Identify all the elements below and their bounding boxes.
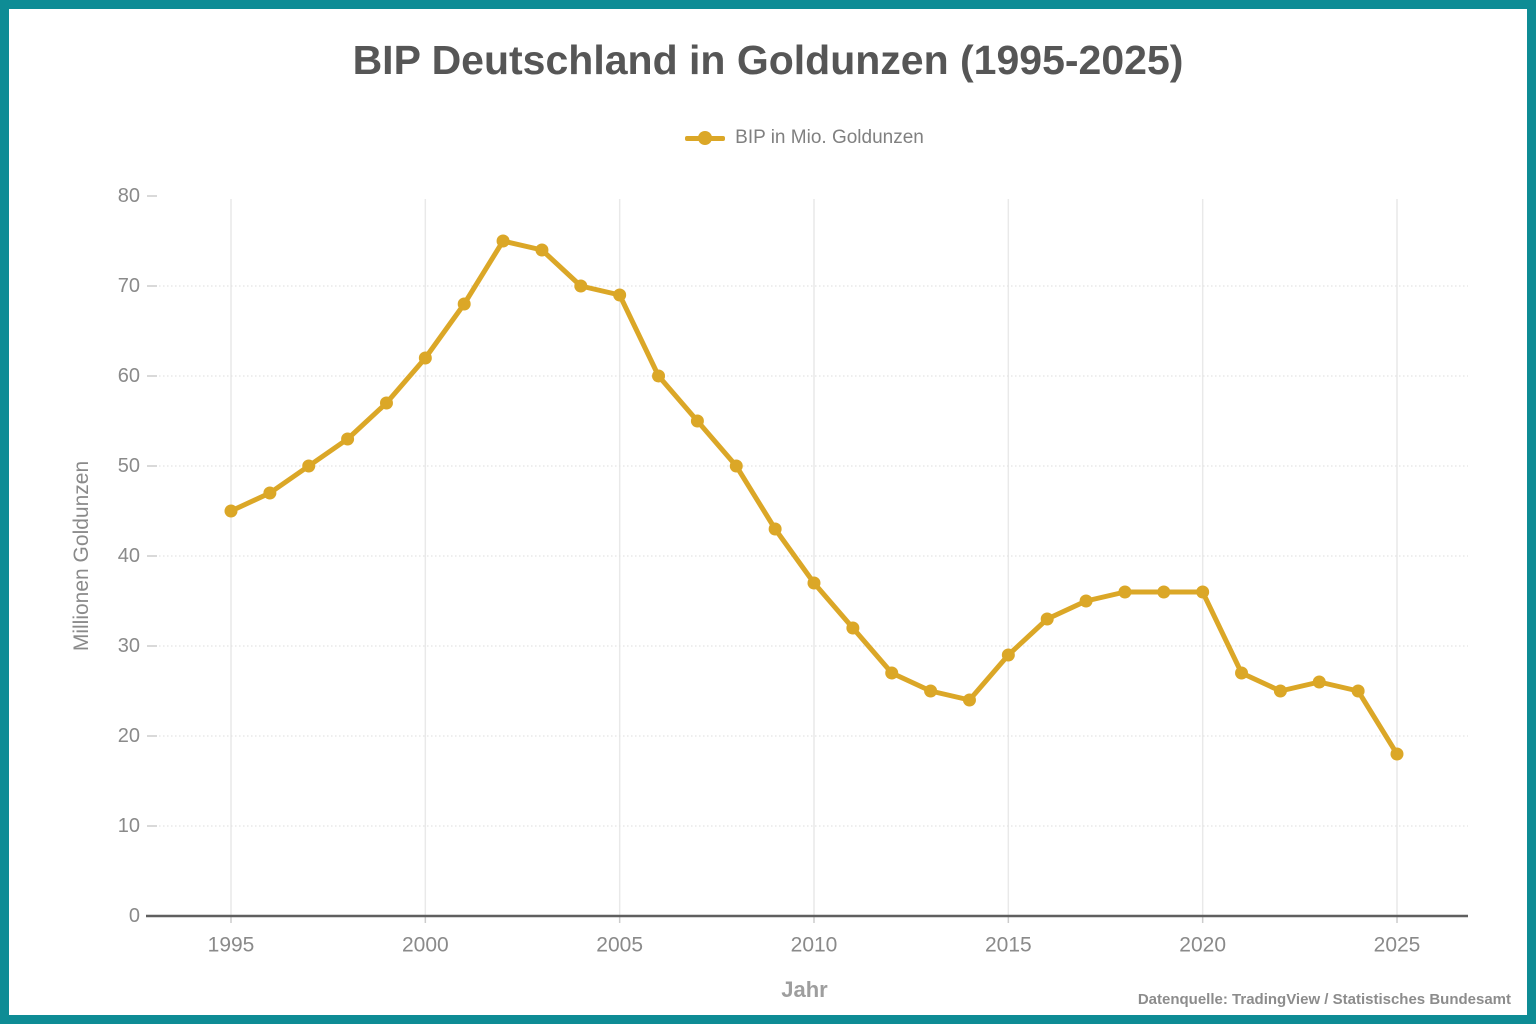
data-point — [1001, 648, 1015, 662]
x-tick-label: 2005 — [596, 934, 643, 957]
data-point — [379, 396, 393, 410]
data-point — [224, 504, 238, 518]
y-tick-label: 20 — [118, 725, 140, 747]
data-point — [962, 693, 976, 707]
data-point — [924, 684, 938, 698]
y-tick-label: 0 — [129, 905, 140, 927]
legend-label: BIP in Mio. Goldunzen — [735, 127, 924, 148]
data-point — [1196, 585, 1210, 599]
y-tick-label: 30 — [118, 635, 140, 657]
data-point — [768, 522, 782, 536]
data-point — [885, 666, 899, 680]
data-point — [690, 414, 704, 428]
data-point — [1118, 585, 1132, 599]
data-point — [1312, 675, 1326, 689]
y-axis-title: Millionen Goldunzen — [70, 460, 93, 652]
y-tick-label: 60 — [118, 365, 140, 387]
y-tick-label: 10 — [118, 815, 140, 837]
data-point — [807, 576, 821, 590]
data-point — [496, 234, 510, 248]
y-tick-label: 80 — [118, 185, 140, 207]
x-axis-title: Jahr — [781, 977, 828, 1002]
x-tick-label: 2010 — [791, 934, 838, 957]
data-point — [613, 288, 627, 302]
data-point — [1273, 684, 1287, 698]
data-point — [1390, 747, 1404, 761]
line-chart-plot: 1995 2000 2005 2010 2015 2020 2025 0 10 20 30 40 50 6… — [118, 185, 1468, 957]
x-tick-label: 2000 — [402, 934, 449, 957]
y-tick-label: 70 — [118, 275, 140, 297]
data-point — [652, 369, 666, 383]
data-point — [1235, 666, 1249, 680]
data-point — [457, 297, 471, 311]
x-tick-label: 2015 — [985, 934, 1032, 957]
data-point — [574, 279, 588, 293]
legend-line-marker-icon — [685, 131, 726, 145]
data-point — [846, 621, 860, 635]
legend: BIP in Mio. Goldunzen — [150, 127, 1459, 149]
data-source-note: Datenquelle: TradingView / Statistisches… — [1137, 991, 1511, 1008]
data-point — [729, 459, 743, 473]
legend-dot-icon — [698, 131, 713, 145]
data-point — [1079, 594, 1093, 608]
data-point — [1351, 684, 1365, 698]
data-point — [1040, 612, 1054, 626]
chart-title: BIP Deutschland in Goldunzen (1995-2025) — [352, 37, 1184, 83]
y-tick-label: 40 — [118, 545, 140, 567]
y-tick-label: 50 — [118, 455, 140, 477]
data-point — [263, 486, 277, 500]
data-point — [1157, 585, 1171, 599]
x-tick-label: 1995 — [208, 934, 255, 957]
x-tick-label: 2025 — [1374, 934, 1421, 957]
data-point — [418, 351, 432, 365]
data-point — [535, 243, 549, 257]
data-point — [302, 459, 316, 473]
data-point — [341, 432, 355, 446]
x-tick-label: 2020 — [1179, 934, 1226, 957]
